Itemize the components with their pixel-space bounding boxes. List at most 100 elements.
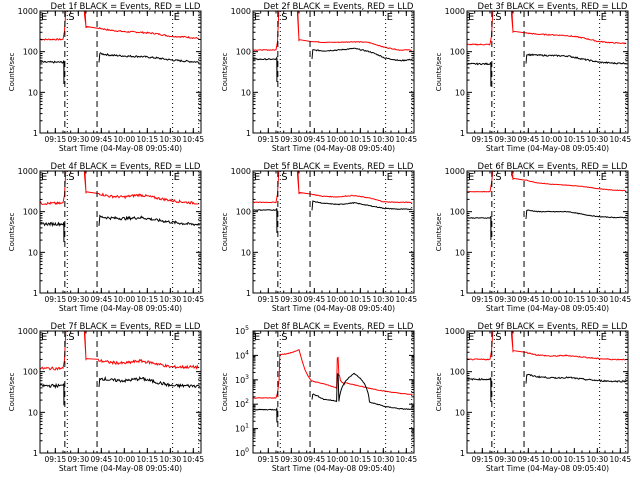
y-tick-label: 100 (23, 208, 38, 217)
x-tick-label: 09:15 (45, 135, 67, 144)
x-tick-label: 10:00 (114, 295, 136, 304)
eclipse-marker-label: E (174, 172, 180, 183)
plot-frame (39, 10, 202, 134)
x-tick-label: 09:45 (304, 455, 326, 464)
series-line-events (467, 216, 492, 241)
y-tick-exponent: 1 (245, 423, 249, 430)
x-axis-label: Start Time (04-May-08 09:05:40) (486, 464, 609, 473)
chart-title: Det 8f BLACK = Events, RED = LLD (264, 322, 414, 332)
x-tick-label: 10:45 (396, 455, 418, 464)
chart-panel-9f: Det 9f BLACK = Events, RED = LLD 1 10 100 10… (435, 322, 631, 473)
chart-title: Det 6f BLACK = Events, RED = LLD (478, 162, 628, 172)
y-tick-label: 1 (33, 449, 38, 458)
x-axis-label: Start Time (04-May-08 09:05:40) (486, 304, 609, 313)
eclipse-marker-label: E (387, 12, 393, 23)
x-axis-label: Start Time (04-May-08 09:05:40) (272, 144, 395, 153)
y-axis-label: Counts/sec (435, 213, 443, 252)
chart-panel-3f: Det 3f BLACK = Events, RED = LLD 1 10 100 10… (435, 2, 631, 153)
eclipse-marker-label: E (254, 172, 260, 183)
eclipse-marker-label: E (468, 172, 474, 183)
series-line-lld (83, 171, 199, 205)
x-tick-label: 10:15 (564, 455, 586, 464)
series-line-lld (510, 331, 626, 361)
y-axis-label: Counts/sec (8, 373, 16, 412)
y-tick-label: 1 (246, 129, 251, 138)
series-line-events (98, 52, 200, 64)
y-tick-label: 1000 (445, 167, 465, 176)
y-tick-label: 1000 (18, 7, 38, 16)
x-axis-label: Start Time (04-May-08 09:05:40) (272, 304, 395, 313)
x-tick-label: 10:00 (114, 135, 136, 144)
x-tick-label: 10:15 (137, 455, 159, 464)
series-line-events (525, 209, 627, 220)
plot-frame (39, 330, 202, 454)
chart-panel-1f: Det 1f BLACK = Events, RED = LLD 1 10 100 10… (8, 2, 205, 153)
y-axis-label: Counts/sec (221, 373, 229, 412)
chart-panel-4f: Det 4f BLACK = Events, RED = LLD 1 10 100 10… (8, 162, 204, 313)
x-tick-label: 10:00 (541, 135, 563, 144)
y-tick-label: 100 (235, 447, 249, 458)
y-tick-label: 10 (455, 88, 465, 97)
x-tick-label: 10:15 (350, 455, 372, 464)
x-tick-label: 10:30 (160, 455, 182, 464)
eclipse-marker-label: E (387, 172, 393, 183)
eclipse-marker-label: E (601, 172, 607, 183)
y-tick-label: 100 (450, 368, 465, 377)
y-tick-label: 100 (236, 208, 251, 217)
chart-panel-8f: Det 8f BLACK = Events, RED = LLD10010110… (221, 322, 417, 473)
chart-title: Det 2f BLACK = Events, RED = LLD (264, 2, 414, 12)
x-tick-label: 10:30 (587, 135, 609, 144)
y-tick-label: 100 (236, 48, 251, 57)
x-tick-label: 10:15 (137, 135, 159, 144)
eclipse-marker-label: E (41, 12, 47, 23)
plot-frame (39, 170, 202, 294)
y-axis-label: Counts/sec (221, 53, 229, 92)
x-tick-label: 10:45 (183, 455, 205, 464)
y-axis-label: Counts/sec (435, 53, 443, 92)
x-tick-label: 10:30 (160, 295, 182, 304)
y-tick-label: 1000 (231, 7, 251, 16)
y-tick-label: 100 (23, 48, 38, 57)
series-line-events (40, 60, 65, 85)
x-axis-label: Start Time (04-May-08 09:05:40) (486, 144, 609, 153)
series-line-lld (40, 11, 67, 41)
saa-marker-label: S (495, 12, 501, 23)
eclipse-marker-label: E (387, 332, 393, 343)
series-line-lld (467, 11, 494, 46)
x-tick-label: 10:45 (183, 135, 205, 144)
series-line-events (525, 373, 627, 384)
eclipse-marker-label: E (468, 332, 474, 343)
x-tick-label: 09:30 (68, 295, 90, 304)
y-tick-label: 1 (246, 289, 251, 298)
chart-title: Det 7f BLACK = Events, RED = LLD (51, 322, 201, 332)
series-line-lld (40, 171, 67, 206)
saa-marker-label: S (495, 332, 501, 343)
x-tick-label: 10:30 (587, 295, 609, 304)
saa-marker-label: S (495, 172, 501, 183)
eclipse-marker-label: E (254, 332, 260, 343)
series-line-events (253, 55, 278, 83)
chart-panel-7f: Det 7f BLACK = Events, RED = LLD 1 10 100 10… (8, 322, 205, 473)
chart-title: Det 4f BLACK = Events, RED = LLD (51, 162, 201, 172)
y-tick-label: 100 (450, 208, 465, 217)
eclipse-marker-label: E (174, 12, 180, 23)
series-line-lld (83, 331, 200, 370)
x-tick-label: 10:00 (541, 455, 563, 464)
x-tick-label: 09:30 (281, 135, 303, 144)
y-axis-label: Counts/sec (8, 53, 16, 92)
x-tick-label: 10:00 (327, 295, 349, 304)
x-tick-label: 09:30 (68, 455, 90, 464)
series-line-events (311, 200, 413, 211)
series-line-events (40, 221, 65, 243)
eclipse-marker-label: E (41, 332, 47, 343)
series-line-events (253, 208, 278, 233)
x-tick-label: 09:30 (68, 135, 90, 144)
y-tick-exponent: 3 (245, 374, 249, 381)
x-axis-label: Start Time (04-May-08 09:05:40) (59, 144, 182, 153)
y-tick-label: 1 (33, 289, 38, 298)
series-line-events (98, 214, 200, 227)
y-tick-exponent: 0 (245, 447, 249, 454)
x-tick-label: 09:15 (472, 455, 494, 464)
series-line-events (525, 53, 627, 65)
x-tick-label: 10:30 (373, 455, 395, 464)
